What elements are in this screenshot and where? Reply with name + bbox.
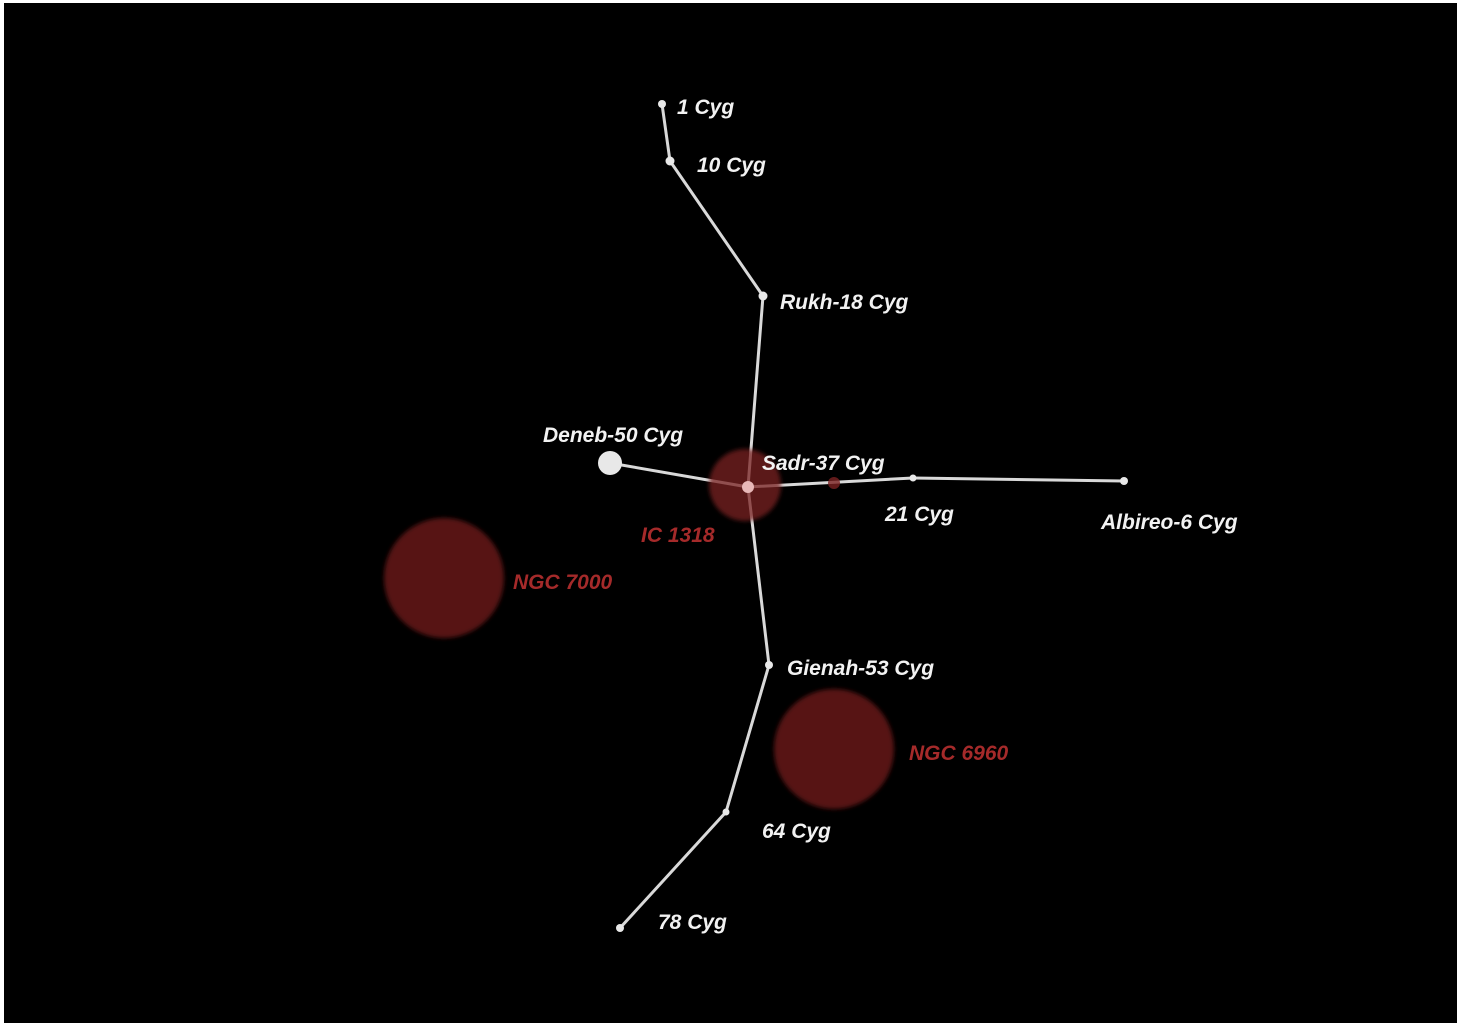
- nebula-ngc-6960: [774, 689, 894, 809]
- star-64-cyg: [722, 808, 730, 816]
- star-sadr-37-cyg: [742, 481, 754, 493]
- star-albireo-6-cyg: [1120, 477, 1128, 485]
- line-1-cyg-10-cyg: [660, 102, 672, 163]
- line-10-cyg-rukh-18-cyg: [668, 159, 765, 298]
- line-21-cyg-albireo-6-cyg: [911, 476, 1126, 483]
- line-gienah-53-cyg-64-cyg: [724, 663, 771, 814]
- label-ngc-6960: NGC 6960: [909, 742, 1009, 765]
- label-albireo-6-cyg: Albireo-6 Cyg: [1100, 511, 1238, 534]
- label-10-cyg: 10 Cyg: [697, 154, 766, 177]
- stars-layer: [598, 100, 1128, 932]
- label-78-cyg: 78 Cyg: [658, 911, 727, 934]
- label-ngc-7000: NGC 7000: [513, 571, 613, 594]
- label-21-cyg: 21 Cyg: [884, 503, 954, 526]
- label-64-cyg: 64 Cyg: [762, 820, 831, 843]
- nebula-ic-1318-core: [828, 477, 840, 489]
- label-gienah-53-cyg: Gienah-53 Cyg: [787, 657, 934, 680]
- star-78-cyg: [616, 924, 624, 932]
- star-21-cyg: [909, 474, 917, 482]
- label-ic-1318: IC 1318: [641, 524, 715, 547]
- star-labels: 1 Cyg 10 Cyg Rukh-18 Cyg Deneb-50 Cyg Sa…: [543, 96, 1238, 934]
- label-sadr-37-cyg: Sadr-37 Cyg: [762, 452, 885, 475]
- star-1-cyg: [658, 100, 666, 108]
- label-1-cyg: 1 Cyg: [677, 96, 734, 119]
- star-10-cyg: [665, 156, 675, 166]
- line-64-cyg-78-cyg: [618, 810, 728, 930]
- star-deneb-50-cyg: [598, 451, 622, 475]
- nebulae-layer: [384, 518, 894, 809]
- nebula-ngc-7000: [384, 518, 504, 638]
- nebula-labels: IC 1318 NGC 7000 NGC 6960: [513, 524, 1009, 765]
- star-gienah-53-cyg: [765, 661, 773, 669]
- star-rukh-18-cyg: [758, 291, 768, 301]
- label-rukh-18-cyg: Rukh-18 Cyg: [780, 291, 909, 314]
- label-deneb-50-cyg: Deneb-50 Cyg: [543, 424, 683, 447]
